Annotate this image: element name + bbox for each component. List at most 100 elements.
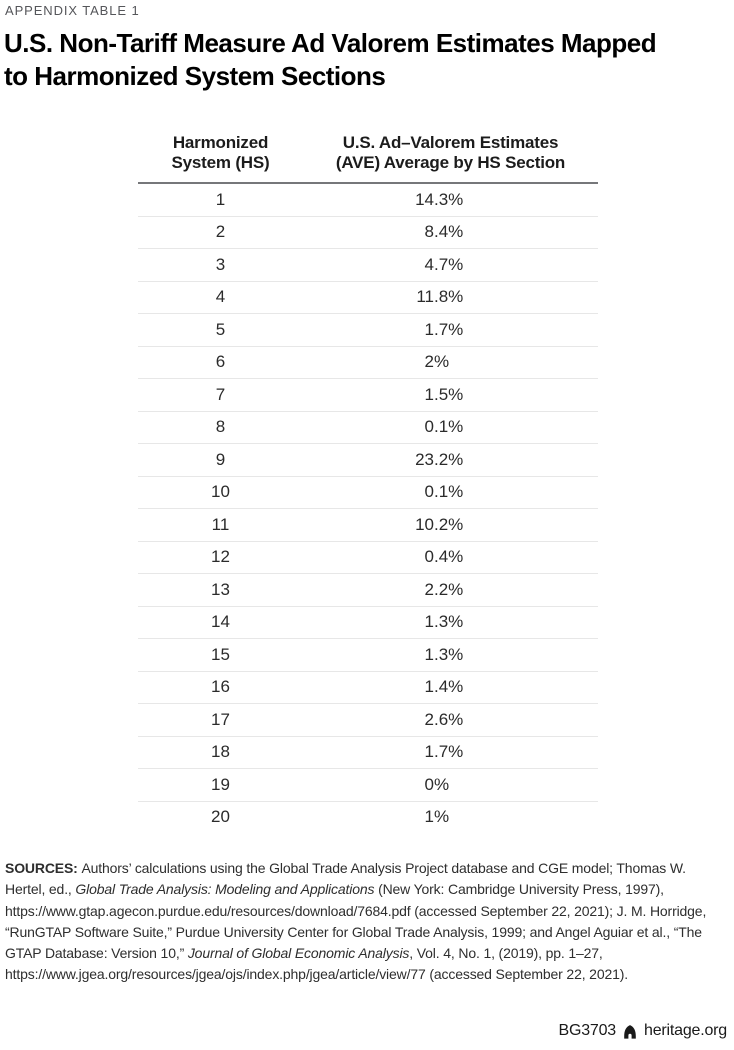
ave-value-cell: 23.2% [303,450,598,470]
ave-fraction-part: .2% [434,514,464,534]
sources-segment: Authors’ calculations using the Global T… [5,860,686,898]
table-row: 14 1.3% [138,607,598,639]
ave-value-cell: 2% [303,352,598,372]
ave-integer-part: 2 [424,579,434,599]
ave-integer-part: 1 [424,319,434,339]
ave-fraction-part: .3% [434,189,464,209]
table-row: 6 2% [138,347,598,379]
ave-integer-part: 4 [424,254,434,274]
ave-value-cell: 0.1% [303,482,598,502]
table-row: 13 2.2% [138,574,598,607]
ave-fraction-part: .4% [434,677,464,697]
hs-section-cell: 1 [215,189,226,209]
hs-section-cell: 6 [215,352,226,372]
ave-value-cell: 1% [303,807,598,827]
ave-value-cell: 1.7% [303,742,598,762]
hs-section-cell: 13 [211,579,230,599]
page-title-line2: to Harmonized System Sections [4,61,386,91]
hs-section-cell: 20 [211,807,230,827]
ave-integer-part: 2 [424,709,434,729]
ave-integer-part: 1 [424,742,434,762]
ave-fraction-part: % [434,807,450,827]
ave-fraction-part: .5% [434,384,464,404]
hs-section-cell: 10 [211,482,230,502]
ave-integer-part: 0 [424,774,434,794]
hs-section-cell: 5 [215,319,226,339]
ave-value-cell: 2.6% [303,710,598,730]
ave-table: Harmonized System (HS) U.S. Ad–Valorem E… [138,133,598,833]
hs-section-cell: 12 [211,547,230,567]
table-row: 4 11.8% [138,282,598,314]
table-row: 18 1.7% [138,737,598,769]
ave-fraction-part: .1% [434,417,464,437]
ave-fraction-part: .7% [434,742,464,762]
ave-fraction-part: .2% [434,579,464,599]
ave-fraction-part: .3% [434,644,464,664]
table-row: 17 2.6% [138,704,598,737]
ave-integer-part: 1 [424,612,434,632]
ave-value-cell: 1.5% [303,385,598,405]
page-title: U.S. Non-Tariff Measure Ad Valorem Estim… [4,27,657,93]
table-row: 3 4.7% [138,249,598,282]
ave-integer-part: 1 [424,384,434,404]
hs-section-cell: 8 [215,417,226,437]
table-row: 8 0.1% [138,412,598,444]
ave-fraction-part: .4% [434,222,464,242]
ave-integer-part: 11 [416,287,434,307]
table-body: 1 14.3% 2 8.4% 3 4.7% 4 11.8% 5 1.7% 6 2… [138,184,598,833]
hs-section-cell: 15 [211,644,230,664]
ave-integer-part: 0 [424,417,434,437]
sources-segment: (New York: Cambridge University Press, 1… [5,881,707,962]
ave-value-cell: 0.1% [303,417,598,437]
ave-value-cell: 0% [303,775,598,795]
table-row: 10 0.1% [138,477,598,509]
hs-section-cell: 14 [211,612,230,632]
heritage-bell-icon [623,1024,637,1039]
column-header-ave-line2: (AVE) Average by HS Section [335,153,566,172]
table-row: 20 1% [138,802,598,834]
ave-value-cell: 4.7% [303,255,598,275]
table-row: 12 0.4% [138,542,598,574]
column-header-hs-line2: System (HS) [171,153,270,172]
hs-section-cell: 11 [211,514,230,534]
table-header-row: Harmonized System (HS) U.S. Ad–Valorem E… [138,133,598,184]
sources-segment: SOURCES: [5,860,82,876]
table-row: 7 1.5% [138,379,598,412]
ave-value-cell: 10.2% [303,515,598,535]
table-row: 15 1.3% [138,639,598,672]
ave-integer-part: 8 [424,222,434,242]
ave-value-cell: 11.8% [303,287,598,307]
document-id: BG3703 [558,1022,616,1039]
site-name: heritage.org [644,1022,727,1039]
hs-section-cell: 2 [215,222,226,242]
hs-section-cell: 17 [211,709,230,729]
ave-fraction-part: % [434,774,450,794]
hs-section-cell: 19 [211,774,230,794]
ave-value-cell: 1.4% [303,677,598,697]
sources-segment: Global Trade Analysis: Modeling and Appl… [75,881,375,898]
hs-section-cell: 16 [211,677,230,697]
ave-integer-part: 14 [415,189,434,209]
hs-section-cell: 7 [215,384,226,404]
ave-value-cell: 2.2% [303,580,598,600]
table-row: 19 0% [138,769,598,802]
ave-value-cell: 0.4% [303,547,598,567]
table-row: 9 23.2% [138,444,598,477]
table-row: 1 14.3% [138,184,598,217]
table-row: 11 10.2% [138,509,598,542]
column-header-hs-line1: Harmonized [172,133,269,152]
table-row: 2 8.4% [138,217,598,249]
column-header-hs: Harmonized System (HS) [138,133,303,173]
ave-integer-part: 1 [424,807,434,827]
ave-integer-part: 0 [424,547,434,567]
appendix-label: APPENDIX TABLE 1 [5,3,140,18]
sources-text: SOURCES: Authors’ calculations using the… [5,858,729,986]
ave-integer-part: 1 [424,677,434,697]
column-header-ave-line1: U.S. Ad–Valorem Estimates [342,133,559,152]
ave-value-cell: 1.3% [303,645,598,665]
table-row: 5 1.7% [138,314,598,347]
ave-fraction-part: .4% [434,547,464,567]
ave-integer-part: 2 [424,352,434,372]
ave-fraction-part: .8% [434,287,464,307]
page-title-line1: U.S. Non-Tariff Measure Ad Valorem Estim… [4,28,657,58]
